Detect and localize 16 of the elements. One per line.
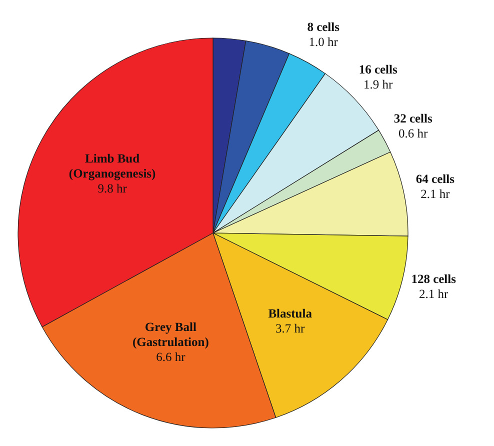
slice-label: 16 cells (358, 62, 398, 77)
data-label: 2.1 hr (419, 287, 450, 302)
data-label: 6.6 hr (156, 350, 186, 364)
data-label: 0.6 hr (398, 126, 429, 140)
slice-label: Limb Bud (Organogenesis) (68, 151, 156, 180)
slice-label: 128 cells (411, 272, 456, 286)
slice-label: Blastula (268, 306, 313, 321)
data-label: 9.8 hr (98, 181, 128, 196)
slice-label: 64 cells (416, 172, 455, 186)
slice-label: 8 cells (307, 20, 340, 34)
data-label: 1.9 hr (364, 78, 394, 92)
data-label: 2.1 hr (420, 187, 451, 202)
data-label: 1.0 hr (308, 35, 339, 50)
slice-label: 32 cells (394, 111, 432, 126)
slice-label: Grey Ball (Gastrulation) (132, 320, 209, 350)
data-label: 3.7 hr (276, 322, 306, 336)
